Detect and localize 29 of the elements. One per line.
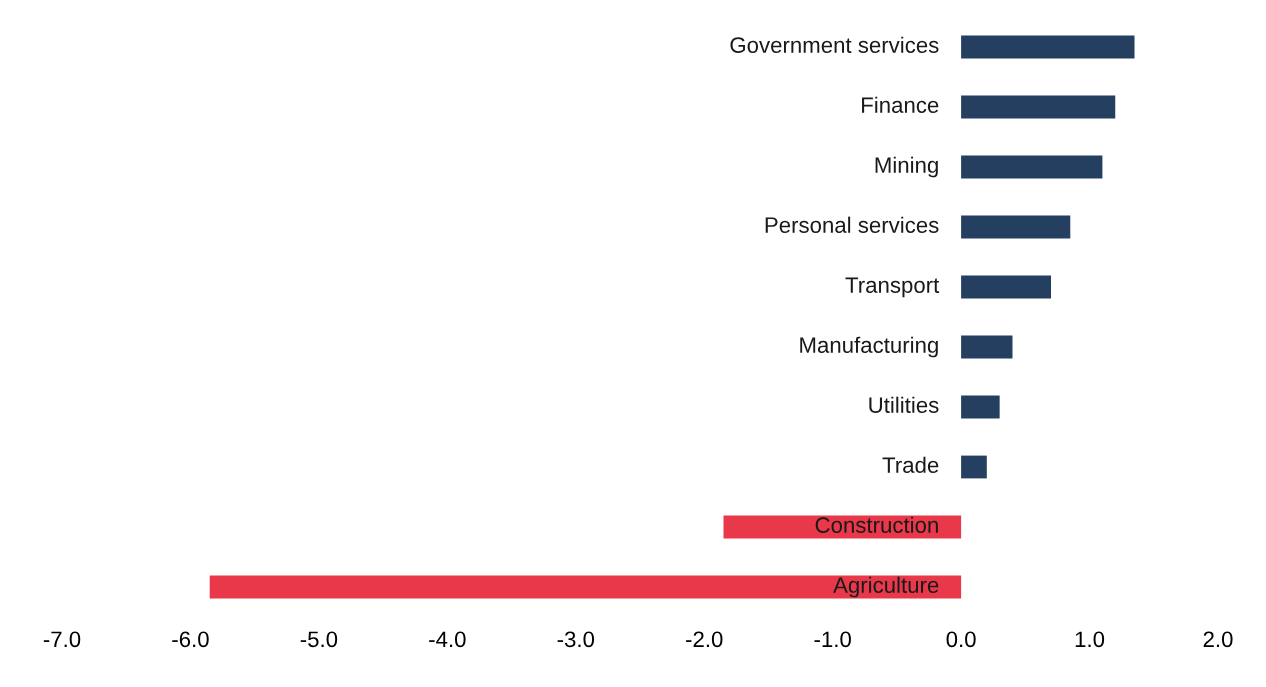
- y-tick-label: Government services: [730, 36, 939, 53]
- bar: [961, 395, 1000, 419]
- x-tick-label: -2.0: [686, 631, 723, 648]
- y-tick-label: Trade: [882, 456, 939, 473]
- x-tick-label: -3.0: [557, 631, 595, 648]
- x-tick-label: -5.0: [300, 631, 338, 648]
- x-tick-label: -1.0: [814, 631, 851, 648]
- x-tick-label: 2.0: [1203, 631, 1233, 648]
- x-tick-label: 1.0: [1075, 631, 1105, 648]
- bar: [961, 335, 1013, 359]
- x-tick-label: -7.0: [43, 631, 81, 648]
- bar: [961, 455, 987, 479]
- x-tick-label: -4.0: [429, 631, 466, 648]
- y-tick-label: Agriculture: [833, 576, 939, 598]
- y-tick-label: Manufacturing: [800, 336, 938, 358]
- bar: [961, 215, 1071, 239]
- y-tick-label: Construction: [815, 516, 938, 533]
- y-tick-label: Utilities: [869, 396, 939, 413]
- y-tick-label: Personal services: [765, 216, 939, 233]
- bar: [961, 95, 1116, 119]
- bar: [961, 155, 1103, 179]
- x-tick-label: -6.0: [172, 631, 209, 648]
- y-tick-label: Mining: [875, 156, 938, 178]
- bar: [209, 575, 962, 599]
- y-tick-label: Transport: [845, 277, 940, 298]
- y-tick-label: Finance: [862, 96, 939, 113]
- bar: [961, 275, 1052, 299]
- bar: [961, 35, 1135, 59]
- x-tick-label: 0.0: [946, 631, 976, 648]
